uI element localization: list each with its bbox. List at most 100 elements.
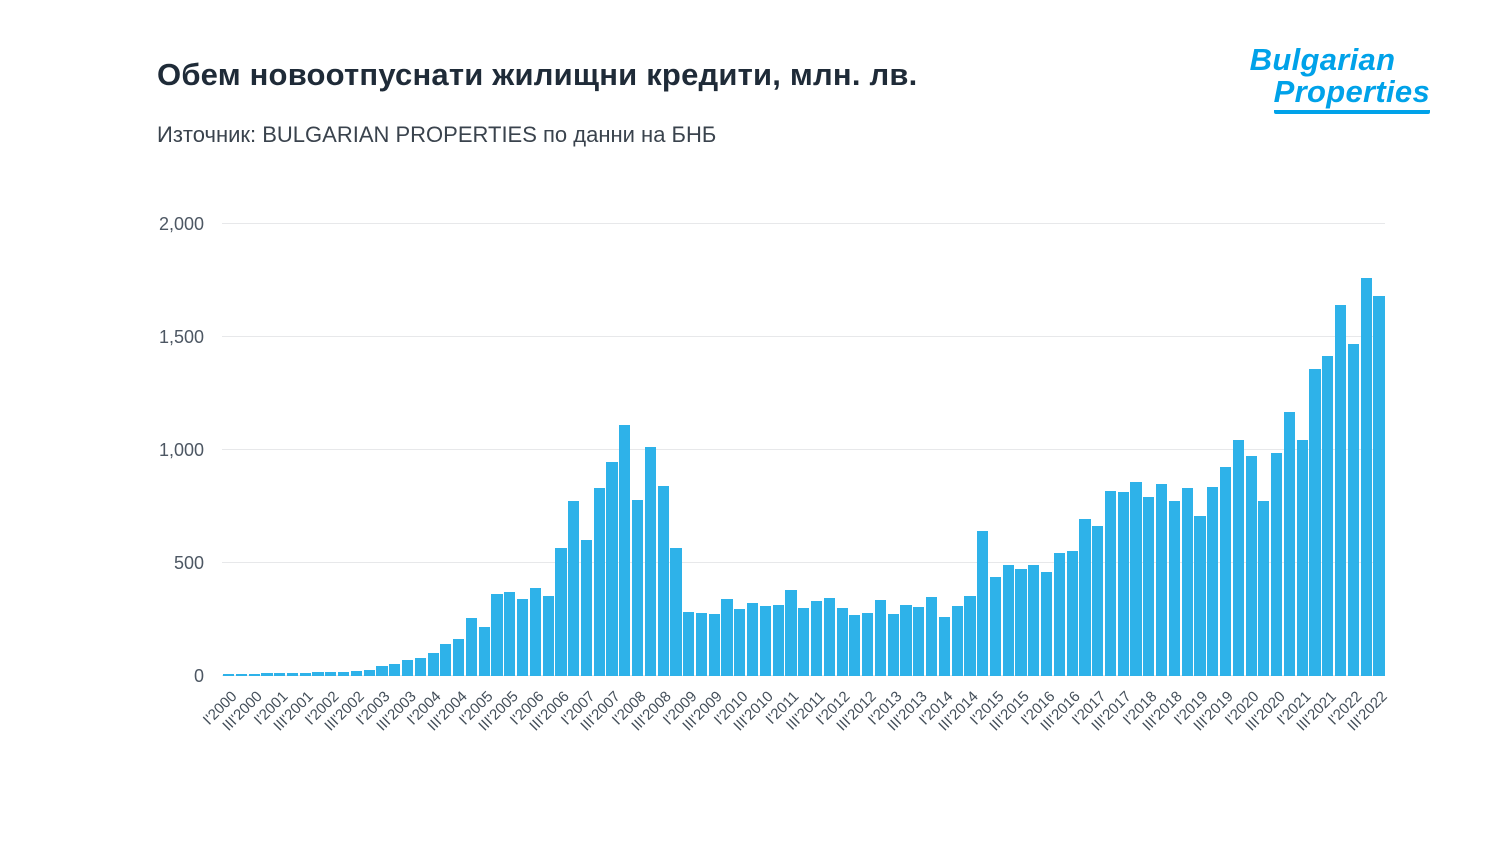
gridline-500 (222, 562, 1385, 563)
bar-II'2003 (389, 663, 401, 676)
bar-III'2022 (1373, 296, 1385, 676)
bar-IV'2006 (568, 500, 580, 676)
bar-II'2000 (235, 673, 247, 676)
bar-IV'2003 (414, 657, 426, 676)
bar-IV'2007 (619, 425, 631, 676)
bar-I'2014 (938, 617, 950, 676)
bar-I'2018 (1143, 497, 1155, 676)
bar-I'2010 (734, 609, 746, 676)
bar-I'2011 (785, 590, 797, 676)
bar-II'2013 (900, 604, 912, 676)
bar-I'2021 (1296, 439, 1308, 676)
bar-IV'2002 (363, 669, 375, 676)
bar-III'2006 (555, 548, 567, 676)
bar-I'2016 (1041, 572, 1053, 676)
bar-III'2002 (350, 671, 362, 676)
bar-I'2020 (1245, 455, 1257, 676)
bar-III'2021 (1322, 356, 1334, 676)
bar-I'2012 (836, 608, 848, 676)
y-axis: 0 500 1,000 1,500 2,000 (116, 214, 204, 686)
bar-I'2004 (427, 653, 439, 676)
bar-I'2022 (1347, 343, 1359, 676)
bar-IV'2016 (1079, 518, 1091, 676)
bar-III'2008 (657, 486, 669, 676)
bar-II'2004 (440, 644, 452, 676)
bar-I'2009 (683, 611, 695, 676)
bar-II'2005 (491, 593, 503, 676)
bar-III'2019 (1219, 466, 1232, 676)
y-tick-label: 1,000 (158, 440, 204, 460)
page-title: Обем новоотпуснати жилищни кредити, млн.… (157, 57, 918, 92)
y-tick-label: 1,500 (158, 327, 204, 347)
bar-II'2006 (542, 595, 554, 676)
bar-II'2020 (1258, 500, 1270, 676)
bar-III'2014 (964, 595, 976, 676)
bar-IV'2014 (977, 531, 989, 676)
bar-II'2015 (1002, 565, 1014, 676)
bar-I'2006 (529, 587, 541, 676)
logo-text-line2: Properties (1273, 75, 1430, 115)
bar-III'2017 (1117, 491, 1129, 676)
gridline-1000 (222, 449, 1385, 450)
gridline-2000 (222, 223, 1385, 224)
bar-III'2000 (248, 673, 260, 676)
bar-II'2022 (1360, 278, 1372, 676)
bulgarian-properties-logo: Bulgarian Properties (1249, 42, 1430, 115)
y-tick-label: 0 (193, 666, 204, 686)
bar-III'2004 (453, 638, 465, 676)
source-caption: Източник: BULGARIAN PROPERTIES по данни … (157, 122, 717, 147)
bar-IV'2018 (1181, 488, 1193, 676)
bar-IV'2009 (721, 599, 733, 676)
bar-I'2013 (887, 613, 899, 676)
y-tick-label: 2,000 (158, 214, 204, 234)
bar-I'2017 (1092, 525, 1104, 676)
bar-II'2016 (1053, 552, 1065, 676)
bar-II'2009 (695, 612, 708, 676)
bar-III'2009 (708, 613, 720, 676)
bar-IV'2019 (1232, 439, 1244, 676)
bar-III'2020 (1271, 453, 1283, 676)
bar-IV'2001 (312, 672, 324, 676)
bar-III'2003 (401, 660, 414, 676)
x-axis: I'2000 III'2000 I'2001 III'2001 I'2002 III'20… (200, 676, 1391, 776)
bar-IV'2011 (823, 598, 835, 676)
bar-III'2011 (810, 601, 823, 676)
bar-I'2003 (376, 665, 388, 676)
bar-II'2019 (1207, 487, 1219, 676)
bar-IV'2020 (1283, 411, 1296, 676)
bar-I'2002 (325, 672, 337, 676)
bar-IV'2015 (1028, 565, 1040, 676)
bar-III'2013 (913, 607, 925, 676)
bar-III'2005 (504, 592, 516, 676)
bar-IV'2005 (516, 599, 529, 676)
bar-II'2007 (593, 488, 605, 676)
logo-text-line1: Bulgarian (1249, 42, 1396, 77)
bar-II'2001 (286, 672, 299, 676)
bar-IV'2017 (1130, 481, 1142, 676)
bar-I'2005 (478, 627, 490, 676)
bar-IV'2008 (670, 548, 682, 676)
bar-I'2019 (1194, 515, 1206, 676)
bar-III'2016 (1066, 550, 1078, 676)
bar-chart: 0 500 1,000 1,500 2,000 I'2000 III'2000 I'2001… (159, 214, 1391, 734)
bar-I'2007 (580, 540, 593, 676)
bar-II'2018 (1156, 483, 1168, 676)
bar-IV'2004 (465, 618, 478, 676)
bar-II'2010 (747, 602, 759, 676)
bar-II'2021 (1309, 368, 1321, 676)
y-tick-label: 500 (173, 553, 204, 573)
bar-III'2015 (1015, 568, 1027, 676)
bar-III'2012 (862, 612, 874, 676)
bar-I'2001 (274, 673, 286, 676)
bar-IV'2021 (1334, 305, 1347, 676)
bar-II'2011 (798, 608, 810, 676)
bar-II'2017 (1104, 490, 1117, 676)
bar-IV'2010 (772, 604, 784, 676)
bar-series (223, 224, 1385, 676)
bar-III'2007 (606, 462, 618, 676)
bar-IV'2013 (925, 596, 938, 676)
bar-II'2014 (951, 605, 963, 676)
bar-III'2010 (759, 605, 771, 676)
bar-III'2018 (1168, 500, 1180, 676)
